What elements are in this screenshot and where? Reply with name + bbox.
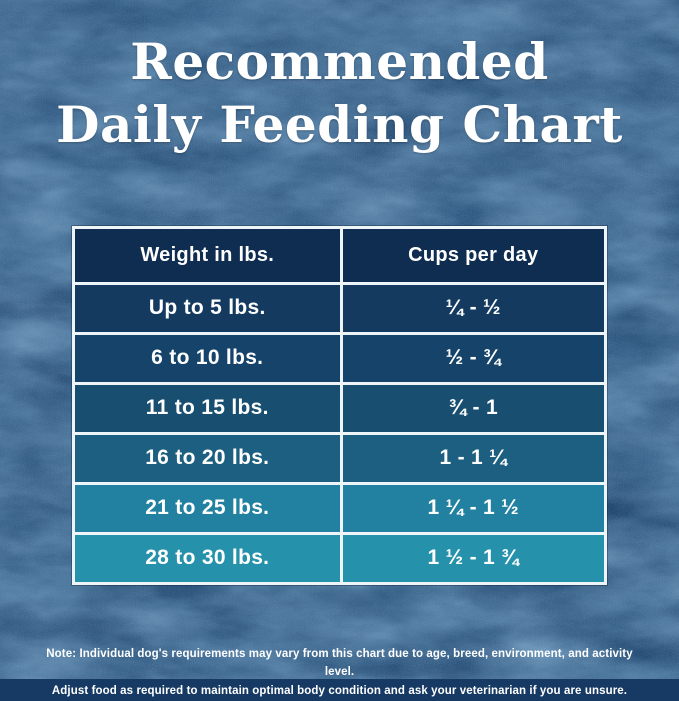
table-row: 16 to 20 lbs. 1 - 1 ¼ bbox=[75, 432, 604, 482]
disclaimer-note-line1: Note: Individual dog's requirements may … bbox=[40, 645, 640, 683]
cups-cell: 1 ½ - 1 ¾ bbox=[340, 535, 605, 582]
column-header-weight: Weight in lbs. bbox=[75, 229, 340, 282]
cups-cell: 1 - 1 ¼ bbox=[340, 435, 605, 482]
weight-cell: 16 to 20 lbs. bbox=[75, 435, 340, 482]
weight-cell: 21 to 25 lbs. bbox=[75, 485, 340, 532]
table-row: Up to 5 lbs. ¼ - ½ bbox=[75, 282, 604, 332]
column-header-cups: Cups per day bbox=[340, 229, 605, 282]
table-row: 21 to 25 lbs. 1 ¼ - 1 ½ bbox=[75, 482, 604, 532]
cups-cell: ¾ - 1 bbox=[340, 385, 605, 432]
cups-cell: 1 ¼ - 1 ½ bbox=[340, 485, 605, 532]
cups-cell: ½ - ¾ bbox=[340, 335, 605, 382]
disclaimer-note-line2: Adjust food as required to maintain opti… bbox=[40, 682, 640, 701]
weight-cell: 6 to 10 lbs. bbox=[75, 335, 340, 382]
page-title: Recommended Daily Feeding Chart bbox=[56, 30, 623, 156]
disclaimer-note: Note: Individual dog's requirements may … bbox=[40, 645, 640, 701]
weight-cell: 11 to 15 lbs. bbox=[75, 385, 340, 432]
weight-cell: Up to 5 lbs. bbox=[75, 285, 340, 332]
table-row: 28 to 30 lbs. 1 ½ - 1 ¾ bbox=[75, 532, 604, 582]
table-row: 11 to 15 lbs. ¾ - 1 bbox=[75, 382, 604, 432]
page-title-line2: Daily Feeding Chart bbox=[56, 93, 623, 156]
page: Recommended Daily Feeding Chart Weight i… bbox=[0, 0, 679, 679]
cups-cell: ¼ - ½ bbox=[340, 285, 605, 332]
table-row: 6 to 10 lbs. ½ - ¾ bbox=[75, 332, 604, 382]
page-title-line1: Recommended bbox=[56, 30, 623, 93]
table-header-row: Weight in lbs. Cups per day bbox=[75, 229, 604, 282]
feeding-chart-table: Weight in lbs. Cups per day Up to 5 lbs.… bbox=[72, 226, 607, 585]
weight-cell: 28 to 30 lbs. bbox=[75, 535, 340, 582]
